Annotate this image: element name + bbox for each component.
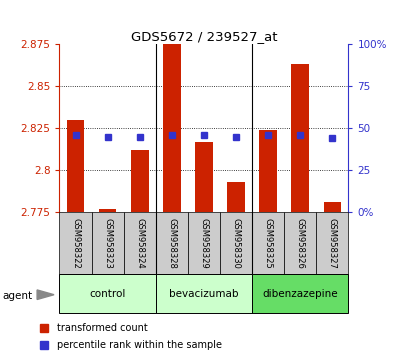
Title: GDS5672 / 239527_at: GDS5672 / 239527_at: [130, 30, 276, 43]
Text: GSM958326: GSM958326: [295, 218, 304, 269]
Text: agent: agent: [2, 291, 32, 301]
Text: transformed count: transformed count: [56, 322, 147, 332]
Text: GSM958325: GSM958325: [263, 218, 272, 269]
Bar: [195, 142, 212, 212]
Text: GSM958328: GSM958328: [167, 218, 176, 269]
Bar: [99, 209, 116, 212]
FancyBboxPatch shape: [124, 212, 155, 274]
Bar: [163, 42, 180, 212]
Bar: [291, 64, 308, 212]
Text: percentile rank within the sample: percentile rank within the sample: [56, 340, 221, 350]
FancyBboxPatch shape: [155, 274, 252, 313]
FancyBboxPatch shape: [59, 274, 155, 313]
FancyBboxPatch shape: [59, 212, 91, 274]
FancyBboxPatch shape: [220, 212, 252, 274]
FancyBboxPatch shape: [91, 212, 124, 274]
Text: GSM958327: GSM958327: [327, 218, 336, 269]
FancyBboxPatch shape: [316, 212, 348, 274]
FancyBboxPatch shape: [155, 212, 187, 274]
Text: GSM958329: GSM958329: [199, 218, 208, 269]
Bar: [227, 182, 244, 212]
FancyBboxPatch shape: [187, 212, 220, 274]
Text: GSM958330: GSM958330: [231, 218, 240, 269]
FancyBboxPatch shape: [283, 212, 316, 274]
Bar: [259, 130, 276, 212]
Bar: [67, 120, 84, 212]
Bar: [130, 150, 148, 212]
Text: GSM958323: GSM958323: [103, 218, 112, 269]
Text: GSM958324: GSM958324: [135, 218, 144, 269]
Text: GSM958322: GSM958322: [71, 218, 80, 269]
FancyBboxPatch shape: [252, 212, 283, 274]
Text: control: control: [89, 289, 126, 299]
Polygon shape: [37, 290, 54, 299]
Text: bevacizumab: bevacizumab: [169, 289, 238, 299]
Text: dibenzazepine: dibenzazepine: [262, 289, 337, 299]
FancyBboxPatch shape: [252, 274, 348, 313]
Bar: [323, 202, 340, 212]
